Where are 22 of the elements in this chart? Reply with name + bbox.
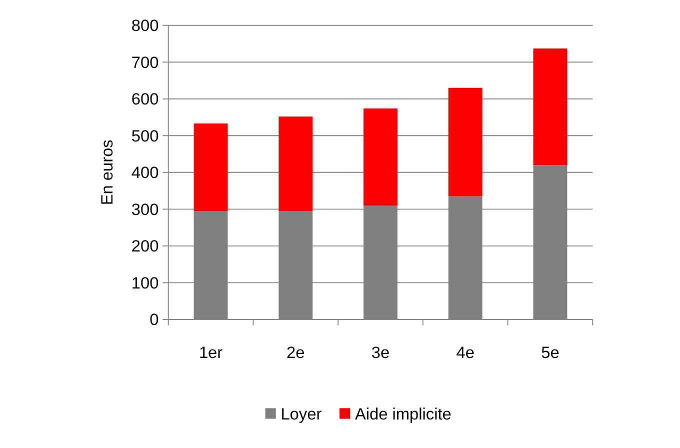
y-axis-title: En euros — [98, 140, 116, 206]
x-tick-label: 4e — [456, 344, 474, 362]
legend-label: Aide implicite — [354, 406, 452, 424]
y-tick-label: 300 — [131, 200, 159, 219]
bar — [448, 88, 482, 196]
x-tick-label: 1er — [198, 344, 224, 362]
legend-label: Loyer — [280, 406, 322, 424]
y-tick-label: 500 — [131, 127, 159, 146]
x-tick-label: 2e — [286, 344, 305, 362]
bar — [364, 108, 398, 206]
bar — [533, 48, 568, 166]
y-tick-label: 800 — [131, 17, 159, 36]
x-tick-label: 5e — [541, 344, 560, 362]
y-tick-label: 700 — [131, 54, 159, 72]
bar — [194, 124, 228, 212]
x-tick-label: 3e — [371, 344, 390, 362]
y-tick-label: 400 — [131, 164, 159, 182]
y-tick-label: 600 — [131, 90, 159, 109]
y-tick-label: 200 — [131, 238, 159, 256]
y-tick-label: 100 — [131, 274, 159, 292]
y-tick-label: 0 — [150, 311, 159, 330]
bar — [278, 116, 313, 212]
